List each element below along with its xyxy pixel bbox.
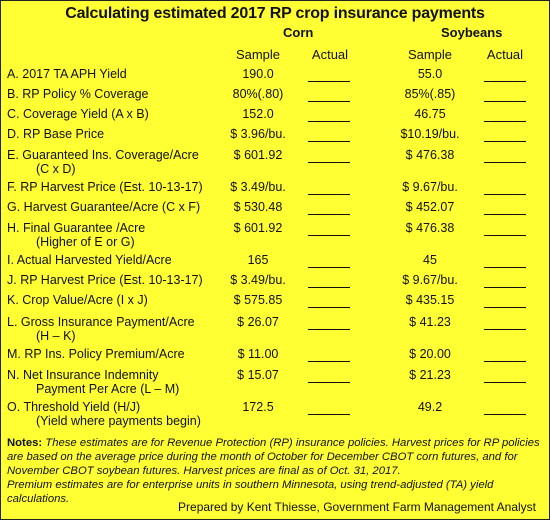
soy-sample-value: $ 9.67/bu. <box>402 180 458 194</box>
row-label: G. Harvest Guarantee/Acre (C x F) <box>7 200 201 214</box>
notes-paragraph-1: These estimates are for Revenue Protecti… <box>7 437 540 477</box>
corn-actual-blank[interactable] <box>308 382 350 383</box>
corn-sample-value: 190.0 <box>242 67 274 81</box>
corn-actual-blank[interactable] <box>308 329 350 330</box>
soy-sample-value: $ 20.00 <box>409 347 451 361</box>
row-sublabel: (C x D) <box>36 162 76 176</box>
soy-sample-value: 49.2 <box>417 400 443 414</box>
soy-actual-blank[interactable] <box>484 235 526 236</box>
corn-actual-blank[interactable] <box>308 101 350 102</box>
corn-sample-value: 152.0 <box>242 107 274 121</box>
row-label: K. Crop Value/Acre (I x J) <box>7 293 148 307</box>
soy-sample-value: $ 435.15 <box>405 293 455 307</box>
soy-sample-value: $ 476.38 <box>405 148 455 162</box>
soy-sample-value: $ 21.23 <box>409 368 451 382</box>
soy-actual-blank[interactable] <box>484 329 526 330</box>
corn-sample-value: $ 26.07 <box>237 315 279 329</box>
soy-actual-blank[interactable] <box>484 214 526 215</box>
row-label: N. Net Insurance Indemnity <box>7 368 159 382</box>
soy-sample-value: 46.75 <box>414 107 446 121</box>
row-sublabel: Payment Per Acre (L – M) <box>36 382 180 396</box>
corn-actual-blank[interactable] <box>308 414 350 415</box>
row-label: J. RP Harvest Price (Est. 10-13-17) <box>7 273 203 287</box>
soy-sample-value: $10.19/bu. <box>400 127 460 141</box>
corn-sample-value: $ 3.49/bu. <box>230 180 286 194</box>
corn-actual-blank[interactable] <box>308 81 350 82</box>
corn-actual-blank[interactable] <box>308 194 350 195</box>
soy-sample-value: 55.0 <box>417 67 443 81</box>
soy-actual-blank[interactable] <box>484 141 526 142</box>
corn-actual-blank[interactable] <box>308 162 350 163</box>
soy-actual-blank[interactable] <box>484 361 526 362</box>
notes-paragraph-2: Premium estimates are for enterprise uni… <box>7 479 494 505</box>
corn-actual-blank[interactable] <box>308 307 350 308</box>
corn-actual-blank[interactable] <box>308 361 350 362</box>
row-label: C. Coverage Yield (A x B) <box>7 107 149 121</box>
crop-header-corn: Corn <box>283 25 314 40</box>
soy-actual-blank[interactable] <box>484 382 526 383</box>
corn-sample-value: 165 <box>247 253 269 267</box>
soy-sample-value: $ 41.23 <box>409 315 451 329</box>
soy-sample-value: $ 9.67/bu. <box>402 273 458 287</box>
col-header-soy-sample: Sample <box>407 47 453 62</box>
row-label: O. Threshold Yield (H/J) <box>7 400 141 414</box>
col-header-corn-actual: Actual <box>311 47 349 62</box>
corn-sample-value: $ 15.07 <box>237 368 279 382</box>
row-label: A. 2017 TA APH Yield <box>7 67 127 81</box>
corn-sample-value: $ 3.49/bu. <box>230 273 286 287</box>
row-sublabel: (Yield where payments begin) <box>36 414 201 428</box>
soy-actual-blank[interactable] <box>484 307 526 308</box>
notes-lead: Notes: <box>7 437 43 449</box>
corn-sample-value: $ 601.92 <box>233 221 283 235</box>
corn-actual-blank[interactable] <box>308 267 350 268</box>
col-header-soy-actual: Actual <box>486 47 524 62</box>
row-label: B. RP Policy % Coverage <box>7 87 149 101</box>
soy-actual-blank[interactable] <box>484 287 526 288</box>
soy-actual-blank[interactable] <box>484 267 526 268</box>
soy-actual-blank[interactable] <box>484 121 526 122</box>
corn-sample-value: $ 601.92 <box>233 148 283 162</box>
row-label: H. Final Guarantee /Acre <box>7 221 146 235</box>
corn-sample-value: $ 575.85 <box>233 293 283 307</box>
notes: Notes: These estimates are for Revenue P… <box>7 436 547 506</box>
row-sublabel: (H – K) <box>36 329 76 343</box>
crop-header-soybeans: Soybeans <box>441 25 503 40</box>
row-label: M. RP Ins. Policy Premium/Acre <box>7 347 185 361</box>
soy-sample-value: 85%(.85) <box>404 87 456 101</box>
soy-sample-value: 45 <box>423 253 437 267</box>
corn-sample-value: 172.5 <box>242 400 274 414</box>
credit-line: Prepared by Kent Thiesse, Government Far… <box>178 500 536 514</box>
soy-sample-value: $ 476.38 <box>405 221 455 235</box>
soy-actual-blank[interactable] <box>484 101 526 102</box>
page-title: Calculating estimated 2017 RP crop insur… <box>65 5 485 22</box>
corn-actual-blank[interactable] <box>308 214 350 215</box>
soy-actual-blank[interactable] <box>484 162 526 163</box>
corn-actual-blank[interactable] <box>308 121 350 122</box>
row-label: E. Guaranteed Ins. Coverage/Acre <box>7 148 199 162</box>
corn-sample-value: 80%(.80) <box>232 87 284 101</box>
row-sublabel: (Higher of E or G) <box>36 235 135 249</box>
soy-actual-blank[interactable] <box>484 194 526 195</box>
soy-actual-blank[interactable] <box>484 81 526 82</box>
row-label: I. Actual Harvested Yield/Acre <box>7 253 172 267</box>
corn-sample-value: $ 530.48 <box>233 200 283 214</box>
col-header-corn-sample: Sample <box>235 47 281 62</box>
row-label: F. RP Harvest Price (Est. 10-13-17) <box>7 180 203 194</box>
corn-sample-value: $ 11.00 <box>237 347 279 361</box>
row-label: D. RP Base Price <box>7 127 105 141</box>
corn-actual-blank[interactable] <box>308 287 350 288</box>
corn-actual-blank[interactable] <box>308 141 350 142</box>
corn-sample-value: $ 3.96/bu. <box>230 127 286 141</box>
row-label: L. Gross Insurance Payment/Acre <box>7 315 195 329</box>
soy-sample-value: $ 452.07 <box>405 200 455 214</box>
corn-actual-blank[interactable] <box>308 235 350 236</box>
soy-actual-blank[interactable] <box>484 414 526 415</box>
